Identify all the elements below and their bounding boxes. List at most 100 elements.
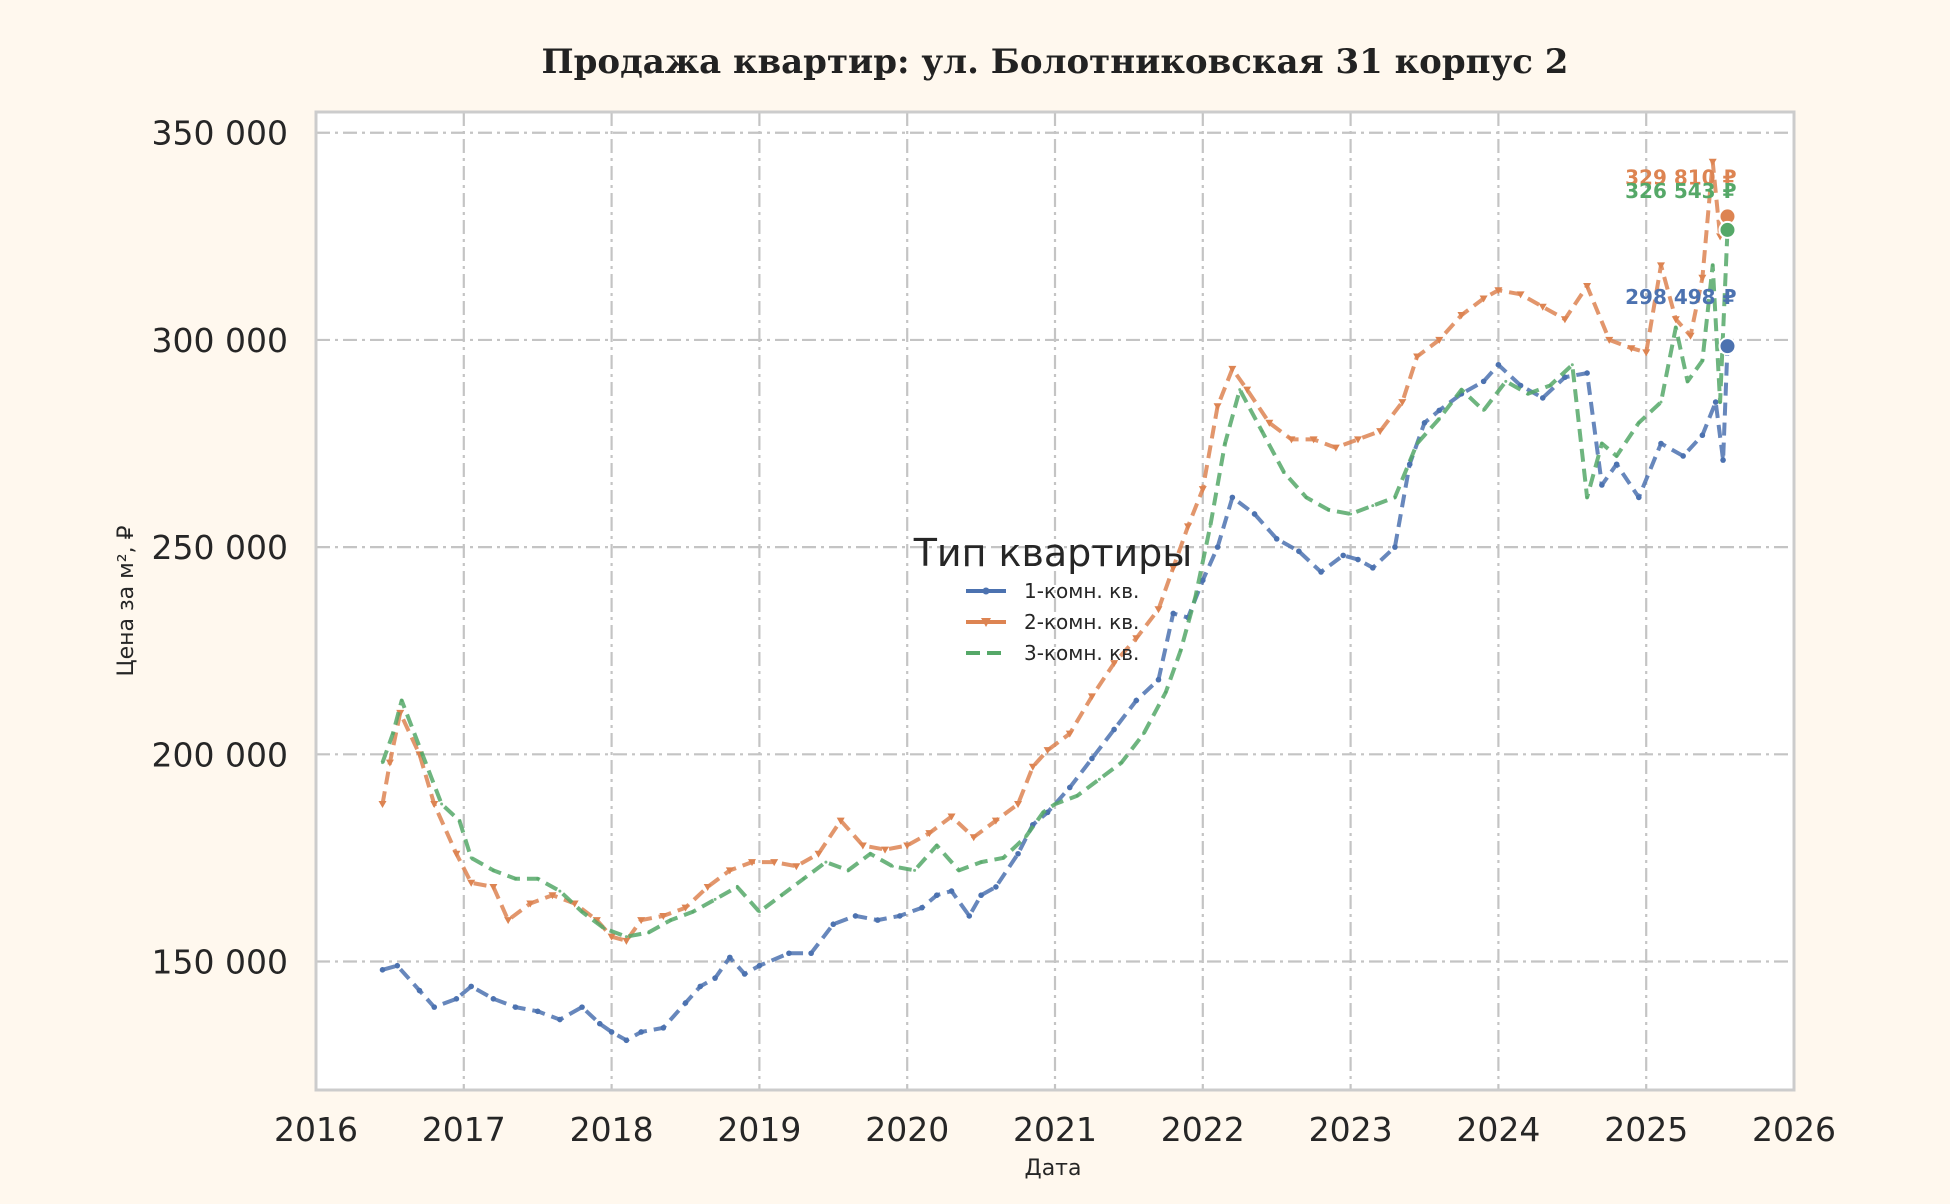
data-point bbox=[385, 759, 394, 767]
data-point bbox=[440, 802, 444, 806]
data-point bbox=[548, 892, 557, 900]
data-point bbox=[623, 1037, 630, 1044]
data-point bbox=[1457, 312, 1466, 320]
data-point bbox=[919, 904, 925, 911]
data-point bbox=[491, 868, 495, 872]
data-point bbox=[1309, 436, 1318, 444]
data-point bbox=[1482, 408, 1486, 412]
data-point bbox=[416, 987, 423, 994]
end-point-marker bbox=[1718, 337, 1737, 356]
data-point bbox=[1065, 730, 1074, 738]
data-point bbox=[691, 910, 695, 914]
data-point bbox=[1371, 504, 1375, 508]
data-point bbox=[681, 904, 690, 912]
data-point bbox=[1495, 361, 1502, 368]
data-point bbox=[1179, 649, 1183, 653]
data-point bbox=[1708, 158, 1717, 166]
data-point bbox=[1656, 262, 1665, 270]
x-tick-label: 2020 bbox=[865, 1110, 949, 1149]
data-point bbox=[1698, 274, 1707, 282]
data-point bbox=[846, 868, 850, 872]
data-point bbox=[1680, 453, 1686, 459]
x-tick-label: 2026 bbox=[1752, 1110, 1836, 1149]
data-point bbox=[514, 877, 518, 881]
data-point bbox=[978, 892, 984, 899]
data-point bbox=[1154, 606, 1163, 614]
data-point bbox=[570, 900, 579, 908]
data-point bbox=[1340, 552, 1347, 559]
data-point bbox=[558, 889, 562, 893]
end-value-label: 326 543 ₽ bbox=[1625, 179, 1736, 203]
data-point bbox=[1711, 263, 1715, 267]
data-point bbox=[1599, 482, 1605, 488]
data-point bbox=[1087, 693, 1096, 701]
x-tick-label: 2022 bbox=[1161, 1110, 1245, 1149]
data-point bbox=[1111, 726, 1117, 733]
data-point bbox=[1392, 544, 1398, 550]
data-point bbox=[534, 1008, 541, 1015]
chart-title: Продажа квартир: ул. Болотниковская 31 к… bbox=[542, 42, 1569, 82]
data-point bbox=[1296, 548, 1302, 555]
data-point bbox=[874, 917, 881, 923]
data-point bbox=[1265, 419, 1274, 427]
x-axis-ticks: 2016 2017 2018 2019 2020 2021 2022 2023 2024 2025… bbox=[274, 1110, 1836, 1149]
y-tick-label: 150 000 bbox=[152, 943, 288, 982]
data-point bbox=[1413, 353, 1422, 361]
data-point bbox=[792, 863, 801, 871]
data-point bbox=[1097, 777, 1101, 781]
data-point bbox=[1304, 495, 1308, 499]
data-point bbox=[1053, 802, 1057, 806]
legend-marker bbox=[982, 587, 990, 595]
data-point bbox=[1718, 400, 1722, 404]
data-point bbox=[457, 819, 461, 823]
data-point bbox=[1548, 384, 1552, 388]
data-point bbox=[1712, 399, 1719, 405]
data-point bbox=[467, 879, 476, 887]
data-point bbox=[1526, 392, 1530, 396]
series-line bbox=[380, 229, 1730, 939]
x-tick-label: 2016 bbox=[274, 1110, 358, 1149]
y-tick-label: 350 000 bbox=[152, 114, 288, 153]
y-tick-label: 200 000 bbox=[152, 735, 288, 774]
data-point bbox=[1110, 660, 1119, 668]
data-point bbox=[1435, 336, 1444, 344]
data-point bbox=[1044, 809, 1051, 816]
data-point bbox=[735, 885, 739, 889]
data-point bbox=[741, 971, 748, 977]
data-point bbox=[1132, 635, 1141, 643]
data-point bbox=[391, 732, 395, 736]
data-point bbox=[452, 850, 461, 858]
x-tick-label: 2024 bbox=[1456, 1110, 1540, 1149]
data-point bbox=[469, 856, 473, 860]
data-point bbox=[1658, 440, 1664, 447]
data-point bbox=[1700, 359, 1704, 363]
data-point bbox=[1251, 511, 1258, 517]
data-point bbox=[925, 830, 934, 838]
end-value-labels: 329 810 ₽326 543 ₽ 298 498 ₽ bbox=[1625, 165, 1737, 356]
end-point-marker bbox=[1718, 220, 1737, 239]
x-tick-label: 2018 bbox=[570, 1110, 654, 1149]
data-point bbox=[786, 950, 792, 957]
y-axis-ticks: 150 000 200 000 250 000 300 000 350 000 bbox=[152, 114, 288, 982]
data-point bbox=[1436, 407, 1443, 414]
data-point bbox=[1066, 784, 1073, 791]
data-point bbox=[1214, 544, 1221, 550]
data-point bbox=[770, 859, 779, 867]
data-point bbox=[1686, 379, 1690, 383]
data-point bbox=[991, 817, 1000, 825]
series-2 bbox=[378, 158, 1732, 945]
data-point bbox=[824, 860, 828, 864]
data-point bbox=[1001, 856, 1005, 860]
data-point bbox=[830, 921, 837, 928]
data-point bbox=[780, 893, 784, 897]
data-point bbox=[933, 892, 940, 899]
data-point bbox=[596, 1020, 603, 1027]
data-point bbox=[1331, 444, 1340, 452]
data-point bbox=[1015, 850, 1021, 857]
data-point bbox=[1075, 794, 1079, 798]
data-point bbox=[1120, 761, 1124, 765]
x-tick-label: 2025 bbox=[1604, 1110, 1688, 1149]
data-point bbox=[1570, 363, 1574, 367]
data-point bbox=[969, 834, 978, 842]
data-point bbox=[379, 967, 386, 973]
